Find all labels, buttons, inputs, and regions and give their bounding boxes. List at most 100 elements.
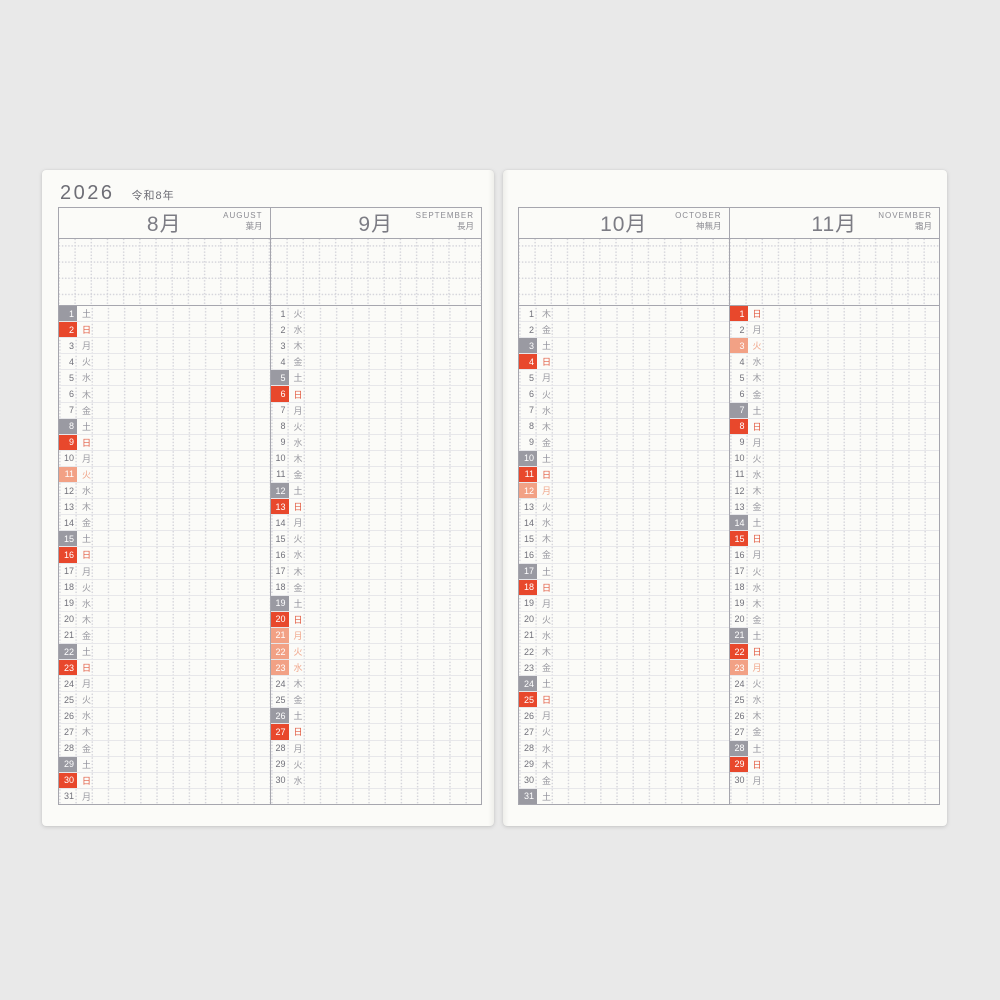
day-number: 10 (519, 450, 537, 466)
day-number: 5 (739, 372, 745, 383)
month-name-en: OCTOBER (675, 211, 722, 220)
day-number: 15 (729, 531, 748, 547)
day-row-november-23: 23 月 (729, 659, 939, 676)
day-number: 27 (734, 726, 745, 737)
day-number: 12 (270, 483, 289, 499)
day-row-august-27: 27 木 (59, 723, 270, 739)
weekday-kanji: 金 (82, 630, 92, 641)
day-row-september-15: 15 火 (270, 530, 481, 546)
day-row-august-14: 14 金 (59, 514, 270, 530)
day-number: 2 (528, 324, 534, 335)
weekday-kanji: 金 (542, 325, 552, 336)
day-number: 9 (59, 434, 77, 450)
weekday-kanji: 水 (82, 711, 92, 722)
weekday-kanji: 木 (752, 598, 762, 609)
weekday-kanji: 木 (82, 614, 92, 625)
weekday-kanji: 水 (752, 357, 762, 368)
weekday-kanji: 土 (752, 743, 762, 754)
day-number: 17 (63, 566, 74, 577)
day-number: 19 (523, 598, 534, 609)
month-subtitle-block: AUGUST 葉月 (223, 211, 262, 232)
weekday-kanji: 金 (293, 695, 303, 706)
weekday-kanji: 日 (293, 389, 303, 400)
day-number: 6 (528, 389, 534, 400)
day-number: 14 (63, 517, 74, 528)
month-subtitle-block: OCTOBER 神無月 (675, 211, 721, 232)
day-number: 22 (270, 643, 289, 660)
day-row-november-25: 25 水 (729, 691, 939, 707)
day-row-september-10: 10 木 (270, 449, 481, 466)
day-number: 1 (729, 306, 748, 322)
weekday-kanji: 火 (82, 469, 92, 480)
day-row-october-26: 26 月 (519, 707, 729, 723)
month-name-old-jp: 神無月 (695, 221, 722, 232)
weekday-kanji: 日 (542, 582, 552, 593)
month-name-old-jp: 葉月 (245, 221, 263, 232)
day-row-october-10: 10 土 (519, 449, 729, 466)
day-row-september-26: 26 土 (270, 707, 481, 724)
day-row-november-13: 13 金 (729, 498, 939, 514)
day-row-november-18: 18 水 (729, 578, 939, 595)
day-number: 6 (68, 389, 74, 400)
weekday-kanji: 火 (293, 534, 303, 545)
weekday-kanji: 火 (752, 566, 762, 577)
day-number: 7 (528, 405, 534, 416)
day-row-august-26: 26 水 (59, 707, 270, 723)
day-number: 9 (739, 437, 745, 448)
weekday-kanji: 木 (293, 341, 303, 352)
notes-grid-area (729, 239, 939, 306)
day-number: 13 (523, 501, 534, 512)
weekday-kanji: 日 (293, 727, 303, 738)
day-number: 14 (729, 515, 748, 531)
weekday-kanji: 水 (542, 518, 552, 529)
day-row-september-17: 17 木 (270, 562, 481, 579)
weekday-kanji: 水 (752, 582, 762, 593)
day-number: 25 (275, 694, 286, 705)
day-number: 20 (63, 614, 74, 625)
weekday-kanji: 火 (82, 695, 92, 706)
weekday-kanji: 木 (82, 502, 92, 513)
day-number: 20 (734, 614, 745, 625)
day-number: 26 (63, 710, 74, 721)
day-number: 4 (280, 356, 286, 367)
weekday-kanji: 月 (82, 566, 92, 577)
days-list: 1 土 2 日 3 月 4 火 5 水 6 木 7 金 8 土 9 日 10 月 11 火 12 水 13 木 14 金 15 土 16 日 1… (59, 306, 270, 804)
day-number: 6 (739, 389, 745, 400)
day-row-november-30: 30 月 (729, 771, 939, 788)
day-number: 1 (528, 308, 534, 319)
day-row-october-17: 17 土 (519, 562, 729, 579)
weekday-kanji: 日 (542, 357, 552, 368)
day-row-august-23: 23 日 (59, 659, 270, 676)
day-row-october-28: 28 水 (519, 739, 729, 756)
day-row-august-15: 15 土 (59, 530, 270, 547)
weekday-kanji: 土 (293, 486, 303, 497)
day-row-august-30: 30 日 (59, 771, 270, 788)
weekday-kanji: 火 (752, 453, 762, 464)
weekday-kanji: 月 (293, 743, 303, 754)
weekday-kanji: 木 (293, 679, 303, 690)
month-title-jp: 9月 (358, 213, 394, 236)
weekday-kanji: 日 (293, 502, 303, 513)
day-row-november-26: 26 木 (729, 707, 939, 723)
day-row-empty (729, 787, 939, 804)
day-row-november-10: 10 火 (729, 449, 939, 466)
day-number: 15 (523, 533, 534, 544)
weekday-kanji: 金 (752, 614, 762, 625)
day-number: 17 (519, 563, 537, 579)
month-title-jp: 10月 (600, 213, 648, 236)
day-number: 24 (734, 678, 745, 689)
day-row-september-30: 30 水 (270, 771, 481, 788)
weekday-kanji: 金 (82, 405, 92, 416)
weekday-kanji: 土 (82, 421, 92, 432)
day-number: 11 (59, 466, 77, 483)
day-number: 10 (275, 453, 286, 464)
